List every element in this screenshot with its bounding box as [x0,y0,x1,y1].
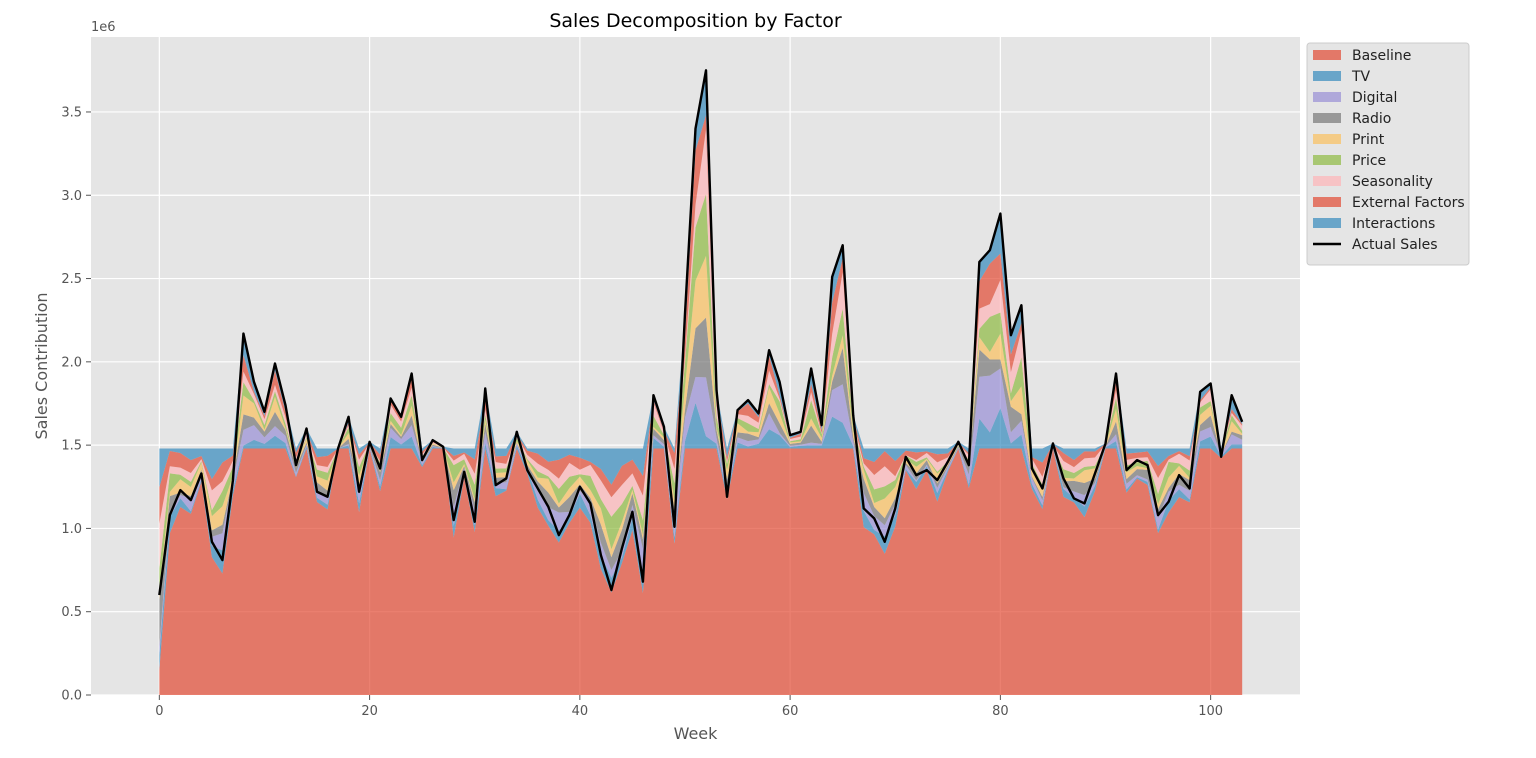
x-tick-label: 40 [572,704,589,719]
x-tick-label: 0 [155,704,163,719]
actual-sales-line [158,69,1244,596]
legend-label: Actual Sales [1352,237,1438,253]
legend-label: Radio [1352,111,1391,127]
stacked-areas [159,70,1243,695]
legend: Baseline TV Digital Radio Print Price Seasonal… [1306,42,1470,266]
legend-label: External Factors [1352,195,1465,211]
y-axis-offset-label: 1e6 [91,20,116,35]
legend-label: TV [1351,69,1371,85]
x-tick-label: 100 [1198,704,1223,719]
y-tick-label: 3.0 [61,189,82,204]
y-tick-label: 1.0 [61,522,82,537]
legend-swatch [1313,71,1341,81]
legend-label: Baseline [1352,48,1411,64]
area-tv [159,402,1243,671]
area-print [159,255,1243,600]
legend-label: Digital [1352,90,1397,106]
y-tick-label: 2.5 [61,272,82,287]
legend-swatch [1313,155,1341,165]
legend-label: Seasonality [1352,174,1433,190]
legend-swatch [1313,113,1341,123]
legend-label: Print [1352,132,1385,148]
actual-sales-line-layer [158,69,1244,596]
x-axis-ticks: 0 20 40 60 80 100 [155,695,1223,719]
x-tick-label: 60 [782,704,799,719]
legend-box [1306,42,1470,266]
y-tick-label: 2.0 [61,355,82,370]
y-tick-label: 0.5 [61,605,82,620]
y-axis-title: Sales Contribution [32,292,51,439]
legend-label: Price [1352,153,1386,169]
legend-swatch [1313,92,1341,102]
x-axis-title: Week [674,724,719,743]
legend-swatch [1313,176,1341,186]
y-axis-ticks: 0.0 0.5 1.0 1.5 2.0 2.5 3.0 3.5 [61,105,91,704]
legend-swatch [1313,197,1341,207]
x-tick-label: 20 [361,704,378,719]
x-tick-label: 80 [992,704,1009,719]
y-tick-label: 3.5 [61,105,82,120]
legend-label: Interactions [1352,216,1435,232]
legend-swatch [1313,218,1341,228]
area-baseline [159,448,1243,695]
y-tick-label: 0.0 [61,689,82,704]
legend-swatch [1313,134,1341,144]
legend-swatch [1313,50,1341,60]
y-tick-label: 1.5 [61,439,82,454]
chart-title: Sales Decomposition by Factor [549,10,841,32]
